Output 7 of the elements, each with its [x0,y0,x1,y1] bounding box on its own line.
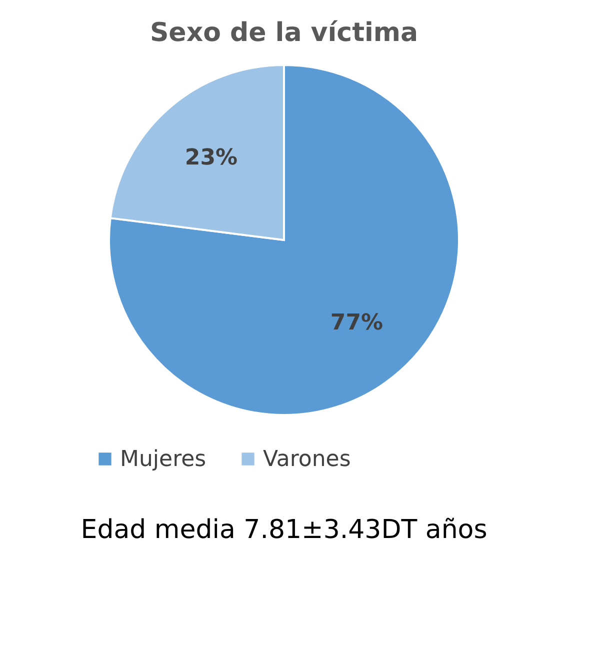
data-label: 77% [330,310,384,336]
legend-label: Mujeres [120,447,206,472]
text: Edad media 7.81±3.43DT años [80,515,488,545]
pie-slice [108,64,460,416]
legend-label: Varones [263,447,351,472]
data-label: 23% [184,145,238,170]
chart-title: Sexo de la víctima [150,18,418,48]
